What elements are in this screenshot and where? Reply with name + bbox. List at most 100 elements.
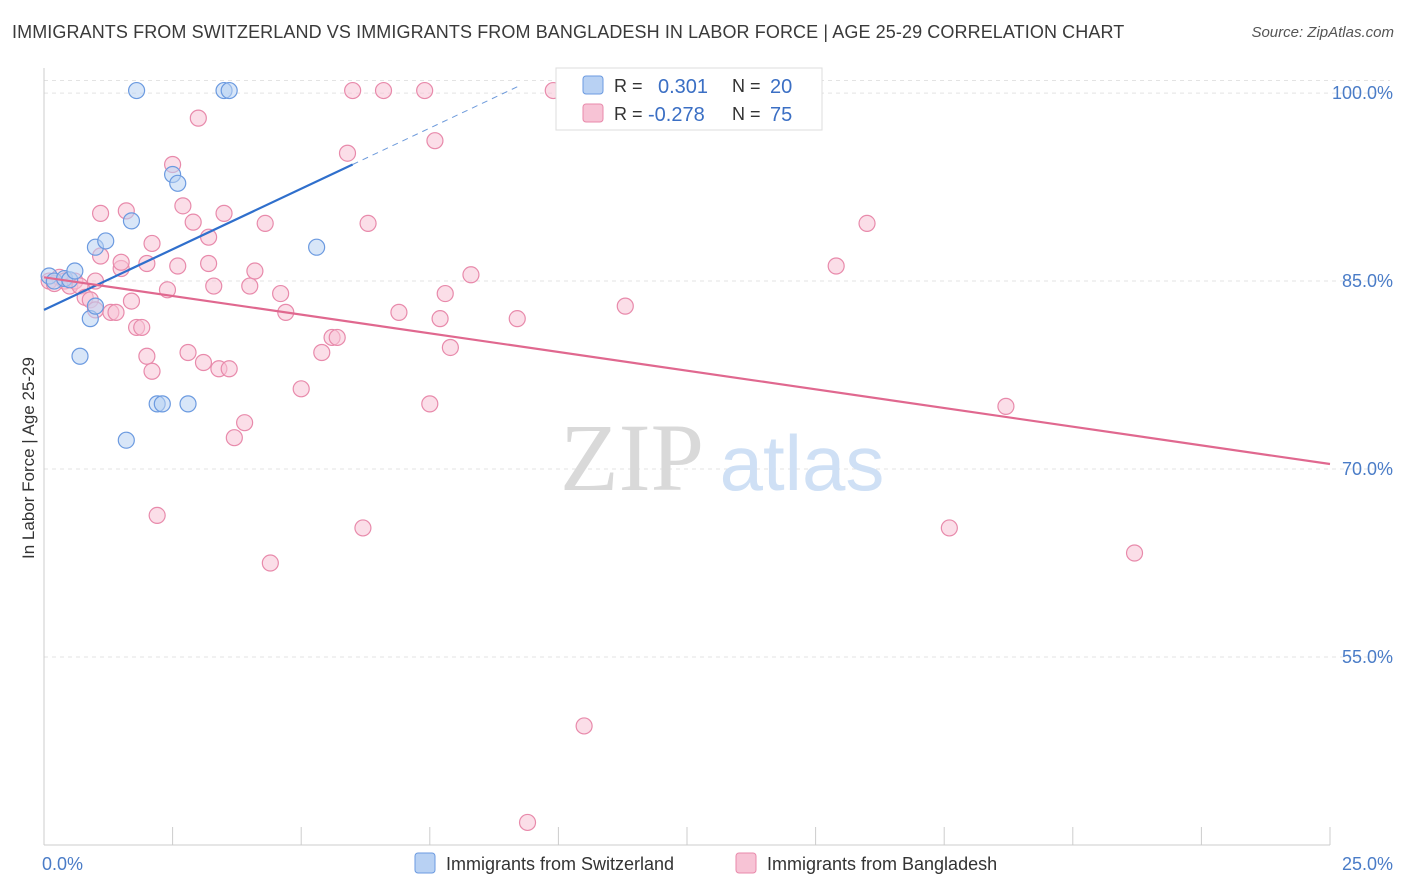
bangladesh-point-60 [431, 310, 449, 328]
bangladesh-point-30 [184, 213, 202, 231]
switzerland-point-10 [117, 431, 135, 449]
y-tick-label-0: 55.0% [1342, 647, 1393, 667]
bangladesh-point-41 [241, 277, 259, 295]
bangladesh-point-56 [390, 303, 408, 321]
bangladesh-point-45 [272, 284, 290, 303]
legend-r-value-1: 0.301 [658, 76, 708, 98]
bottom-legend-swatch-bangladesh [735, 852, 757, 874]
axes [43, 68, 1331, 846]
y-axis-label: In Labor Force | Age 25-29 [19, 357, 38, 559]
legend-r-label-2: R = [614, 104, 643, 124]
bangladesh-point-71 [940, 519, 958, 537]
source-credit: Source: ZipAtlas.com [1251, 24, 1394, 41]
bottom-legend-swatch-switzerland [414, 852, 436, 874]
x-tick-label-1: 25.0% [1342, 854, 1393, 874]
bangladesh-point-15 [112, 253, 130, 271]
y-tick-label-2: 85.0% [1342, 271, 1393, 291]
x-tick-label-0: 0.0% [42, 854, 83, 874]
bangladesh-point-37 [215, 204, 233, 222]
bangladesh-point-31 [189, 109, 207, 127]
watermark: ZIP atlas [560, 404, 884, 511]
bottom-legend-label-switzerland: Immigrants from Switzerland [446, 854, 674, 874]
legend-n-value-1: 20 [770, 76, 792, 98]
switzerland-point-17 [179, 395, 197, 413]
bangladesh-point-61 [436, 284, 454, 303]
bangladesh-point-67 [616, 297, 634, 315]
bangladesh-point-62 [441, 338, 459, 357]
bangladesh-point-23 [143, 362, 161, 380]
bangladesh-point-58 [421, 395, 439, 413]
legend-swatch-switzerland [582, 75, 604, 95]
switzerland-point-7 [86, 297, 105, 315]
grid-lines [44, 80, 1390, 658]
bangladesh-point-57 [416, 81, 434, 100]
bangladesh-point-72 [997, 397, 1015, 415]
bangladesh-point-24 [148, 506, 166, 525]
legend-swatch-bangladesh [582, 103, 604, 123]
bangladesh-point-64 [508, 310, 526, 328]
switzerland-trend-extension [352, 86, 518, 165]
switzerland-point-19 [220, 81, 238, 100]
bangladesh-point-40 [236, 414, 254, 432]
switzerland-point-12 [127, 81, 146, 100]
bangladesh-point-70 [858, 214, 876, 232]
bangladesh-point-53 [354, 519, 372, 537]
switzerland-point-16 [169, 174, 187, 192]
switzerland-point-11 [122, 212, 141, 230]
bangladesh-point-69 [827, 257, 845, 275]
bangladesh-trend-line [43, 276, 1331, 466]
legend-n-value-2: 75 [770, 104, 792, 126]
y-tick-label-1: 70.0% [1342, 459, 1393, 479]
legend-n-label-2: N = [732, 104, 761, 124]
bangladesh-point-55 [374, 81, 393, 100]
bangladesh-point-21 [138, 347, 156, 365]
chart-title: IMMIGRANTS FROM SWITZERLAND VS IMMIGRANT… [12, 22, 1125, 42]
switzerland-point-20 [308, 238, 326, 256]
legend-r-value-2: -0.278 [648, 104, 705, 126]
legend-series: Immigrants from Switzerland Immigrants f… [414, 852, 997, 874]
bangladesh-point-32 [194, 353, 213, 372]
legend-n-label-1: N = [732, 76, 761, 96]
bangladesh-point-44 [261, 554, 279, 572]
bangladesh-point-11 [91, 204, 110, 222]
bangladesh-point-47 [292, 380, 310, 398]
watermark-zip: ZIP [560, 404, 704, 511]
watermark-atlas: atlas [720, 419, 885, 507]
bangladesh-point-17 [122, 292, 141, 310]
switzerland-point-4 [66, 262, 84, 280]
series-switzerland-points [40, 81, 326, 449]
bangladesh-point-66 [575, 717, 593, 735]
legend-stats: R = 0.301 N = 20 R = -0.278 N = 75 [555, 67, 823, 131]
trend-lines [43, 86, 1331, 466]
bangladesh-point-19 [133, 318, 151, 337]
legend-r-label-1: R = [614, 76, 643, 96]
switzerland-point-9 [97, 232, 115, 250]
bangladesh-point-50 [328, 328, 346, 347]
bangladesh-point-48 [313, 343, 331, 362]
bottom-legend-label-bangladesh: Immigrants from Bangladesh [767, 854, 997, 874]
bangladesh-point-52 [344, 81, 362, 100]
bangladesh-point-28 [174, 197, 192, 215]
bangladesh-point-68 [518, 813, 537, 832]
bangladesh-point-39 [225, 429, 243, 447]
switzerland-trend-line [43, 163, 354, 311]
bangladesh-point-34 [200, 254, 218, 273]
bangladesh-point-27 [169, 257, 187, 275]
bangladesh-point-29 [179, 343, 197, 362]
bangladesh-point-59 [426, 132, 444, 150]
bangladesh-point-13 [107, 303, 125, 321]
bangladesh-point-35 [205, 277, 223, 295]
switzerland-point-14 [153, 395, 171, 413]
bangladesh-point-43 [256, 214, 274, 232]
switzerland-point-5 [71, 347, 89, 365]
bangladesh-point-38 [220, 360, 238, 378]
y-tick-labels: 55.0% 70.0% 85.0% 100.0% [1332, 83, 1393, 667]
bangladesh-point-73 [1125, 544, 1144, 562]
y-tick-label-3: 100.0% [1332, 83, 1393, 103]
bangladesh-point-42 [246, 262, 264, 280]
bangladesh-point-51 [338, 144, 357, 162]
bangladesh-point-22 [143, 234, 161, 253]
bangladesh-point-63 [462, 266, 480, 284]
bangladesh-point-54 [359, 214, 377, 232]
